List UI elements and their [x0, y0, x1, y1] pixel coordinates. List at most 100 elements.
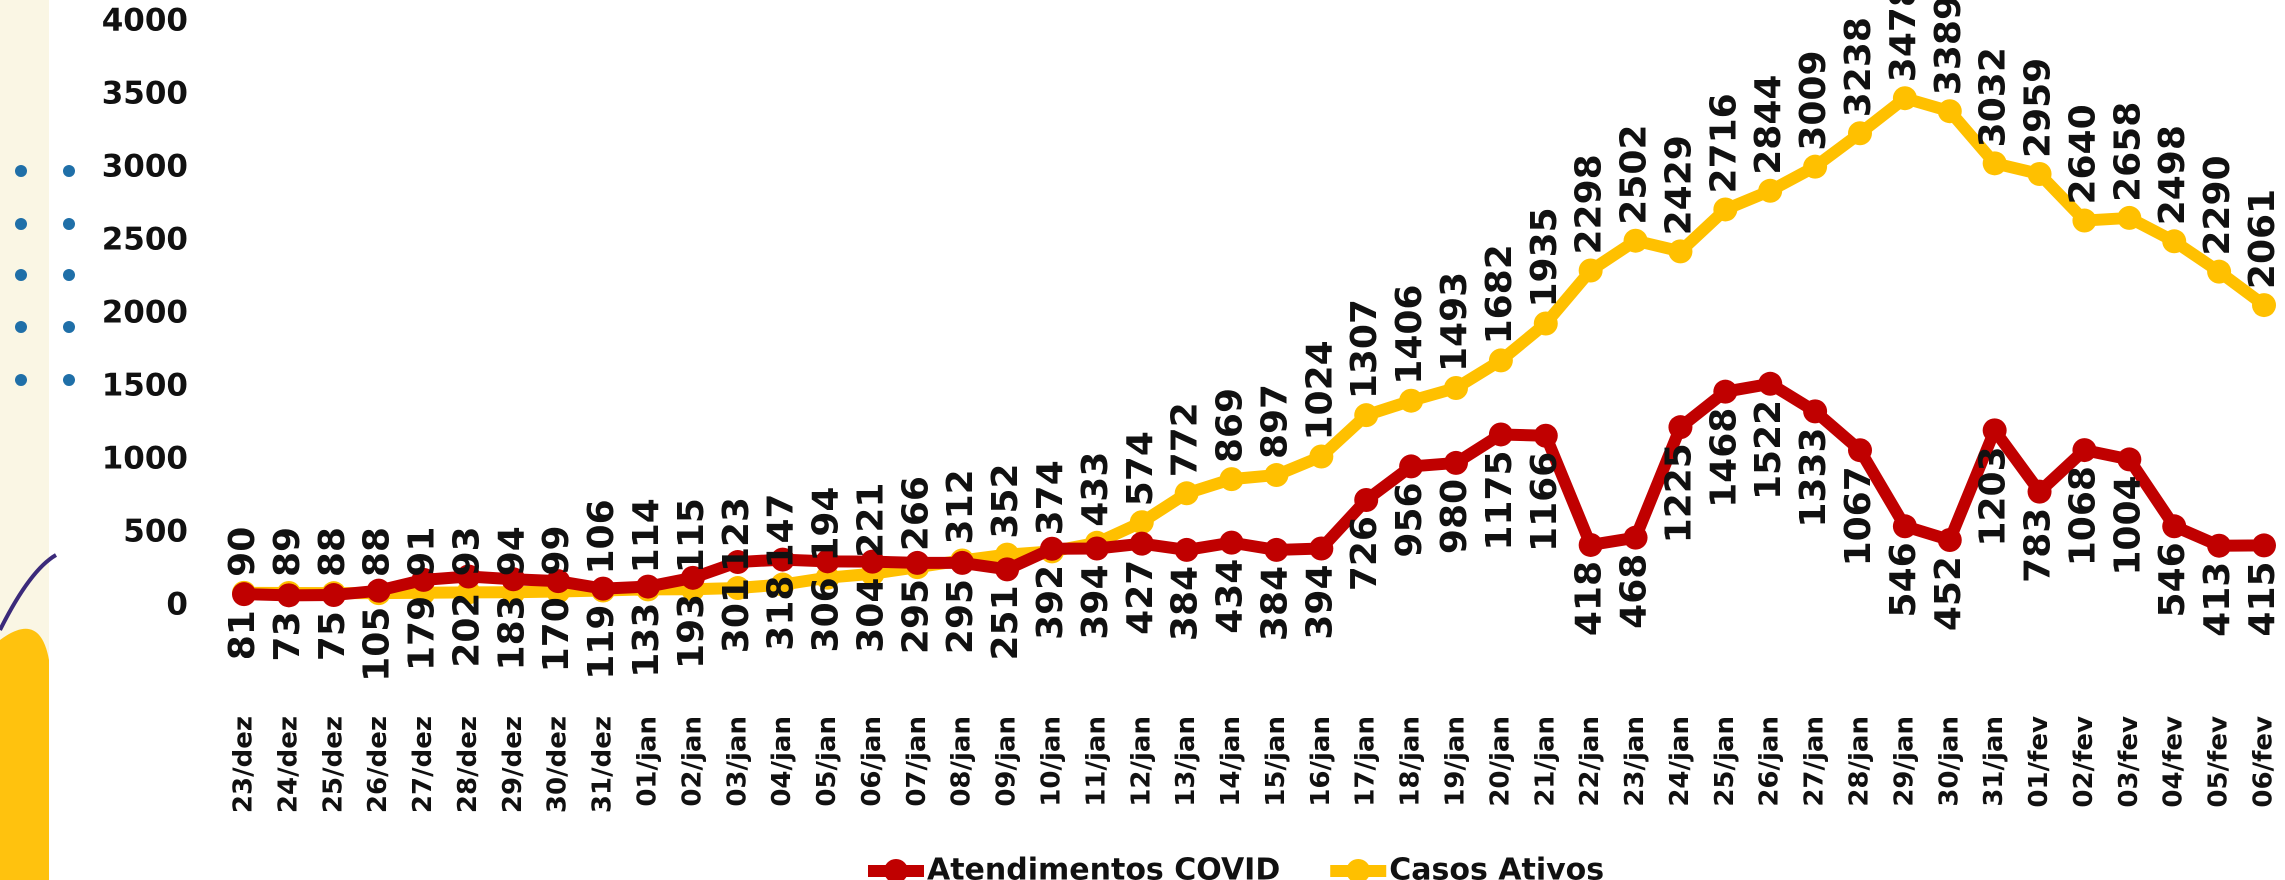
x-tick-label: 28/dez — [453, 716, 483, 813]
value-label: 1522 — [1748, 400, 1789, 500]
value-label: 352 — [985, 463, 1026, 538]
value-label: 133 — [626, 603, 667, 678]
value-label: 90 — [222, 527, 263, 577]
x-tick-label: 12/jan — [1126, 716, 1156, 807]
point — [1803, 399, 1828, 424]
dots — [15, 165, 75, 386]
point — [1758, 371, 1783, 396]
point — [1129, 510, 1154, 535]
point — [1623, 228, 1648, 253]
value-label: 266 — [895, 476, 936, 551]
point — [2117, 205, 2142, 230]
point — [1533, 423, 1558, 448]
x-tick-label: 05/jan — [812, 716, 842, 807]
y-tick-label: 1000 — [102, 441, 188, 477]
point — [1219, 530, 1244, 555]
point — [366, 578, 391, 603]
point — [1399, 454, 1424, 479]
point — [636, 574, 660, 599]
value-label: 91 — [402, 527, 443, 577]
point — [2162, 514, 2187, 539]
value-label: 2290 — [2197, 155, 2238, 255]
point — [1803, 154, 1828, 179]
point — [770, 572, 795, 597]
value-label: 418 — [1569, 561, 1610, 636]
x-tick-label: 07/jan — [902, 716, 932, 807]
value-label: 1225 — [1658, 443, 1699, 543]
value-label: 956 — [1389, 482, 1430, 557]
point — [546, 569, 571, 594]
value-label: 75 — [312, 611, 353, 661]
value-label: 179 — [402, 596, 443, 671]
x-tick-label: 05/fev — [2204, 716, 2234, 808]
value-label: 574 — [1120, 431, 1161, 506]
point — [2027, 479, 2052, 504]
point — [501, 567, 526, 592]
value-label: 304 — [850, 578, 891, 653]
x-tick-label: 23/dez — [229, 716, 259, 813]
value-label: 115 — [671, 498, 712, 573]
point — [725, 550, 750, 575]
x-tick-label: 29/dez — [498, 716, 528, 813]
point — [1937, 99, 1962, 124]
value-label: 394 — [1299, 564, 1340, 639]
point — [950, 550, 975, 575]
value-label: 1468 — [1703, 408, 1744, 508]
legend-label: Casos Ativos — [1389, 853, 1604, 880]
point — [2072, 438, 2097, 463]
x-tick-label: 23/jan — [1620, 716, 1650, 807]
series-line — [243, 377, 2265, 602]
series-line — [243, 92, 2268, 600]
value-label: 897 — [1254, 384, 1295, 459]
value-label: 1406 — [1389, 285, 1430, 385]
x-tick-label: 22/jan — [1575, 716, 1605, 807]
value-label: 3478 — [1883, 0, 1924, 82]
value-label: 3238 — [1838, 17, 1879, 117]
x-tick-label: 08/jan — [947, 716, 977, 807]
value-label: 1203 — [1973, 446, 2014, 546]
point — [1264, 463, 1289, 488]
point — [1937, 528, 1962, 553]
value-label: 1333 — [1793, 427, 1834, 527]
legend-marker — [884, 859, 908, 880]
point — [1084, 536, 1109, 561]
value-label: 546 — [1883, 542, 1924, 617]
point — [1533, 311, 1558, 336]
point — [1444, 450, 1468, 475]
point — [1219, 467, 1244, 492]
x-tick-label: 06/fev — [2249, 716, 2279, 808]
x-tick-label: 14/jan — [1216, 716, 1246, 807]
x-tick-label: 01/fev — [2024, 716, 2054, 808]
point — [1892, 86, 1917, 111]
value-label: 392 — [1030, 565, 1071, 640]
point — [2027, 161, 2052, 186]
x-tick-label: 29/jan — [1889, 716, 1919, 807]
value-label: 1004 — [2107, 475, 2148, 575]
x-tick-label: 02/jan — [677, 716, 707, 807]
value-label: 2061 — [2242, 189, 2283, 289]
y-tick-label: 2000 — [102, 295, 188, 331]
value-label: 106 — [581, 499, 622, 574]
value-label: 980 — [1434, 479, 1475, 554]
value-label: 312 — [940, 469, 981, 544]
x-tick-label: 21/jan — [1530, 716, 1560, 807]
value-label: 295 — [940, 579, 981, 654]
x-tick-label: 01/jan — [633, 716, 663, 807]
x-tick-label: 17/jan — [1351, 716, 1381, 807]
x-tick-label: 30/jan — [1934, 716, 1964, 807]
value-label: 772 — [1165, 402, 1206, 477]
x-tick-label: 31/dez — [588, 716, 618, 813]
value-label: 2502 — [1614, 125, 1655, 225]
x-tick-label: 02/fev — [2069, 716, 2099, 808]
point — [2252, 533, 2276, 558]
x-tick-label: 04/fev — [2159, 716, 2189, 808]
point — [1982, 151, 2007, 176]
value-label: 434 — [1210, 559, 1251, 634]
point — [1488, 348, 1513, 373]
decoration — [0, 0, 75, 880]
x-tick-label: 25/jan — [1710, 716, 1740, 807]
point — [591, 576, 616, 601]
value-label: 93 — [446, 526, 487, 576]
value-label: 194 — [806, 487, 847, 562]
point — [1354, 403, 1379, 428]
